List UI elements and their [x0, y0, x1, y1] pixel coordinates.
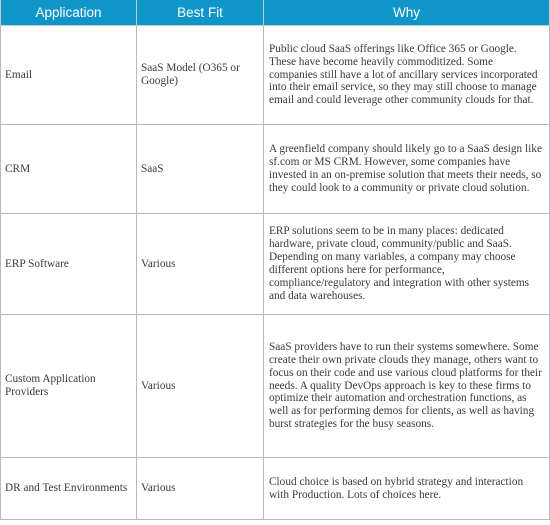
table-row-custom-application-providers: Custom Application Providers Various Saa… — [0, 314, 550, 458]
application-cell: Email — [0, 25, 137, 125]
application-cell: ERP Software — [0, 213, 137, 315]
best-fit-cell: Various — [136, 213, 264, 315]
column-header-application: Application — [0, 0, 137, 26]
best-fit-cell: Various — [136, 457, 264, 520]
application-cell: CRM — [0, 124, 137, 214]
why-cell: ERP solutions seem to be in many places:… — [263, 213, 550, 315]
application-cell: Custom Application Providers — [0, 314, 137, 458]
why-cell: SaaS providers have to run their systems… — [263, 314, 550, 458]
column-header-why: Why — [263, 0, 550, 26]
why-cell: A greenfield company should likely go to… — [263, 124, 550, 214]
why-cell: Cloud choice is based on hybrid strategy… — [263, 457, 550, 520]
best-fit-cell: SaaS — [136, 124, 264, 214]
why-cell: Public cloud SaaS offerings like Office … — [263, 25, 550, 125]
table-row-crm: CRM SaaS A greenfield company should lik… — [0, 124, 550, 214]
best-fit-cell: Various — [136, 314, 264, 458]
table-row-email: Email SaaS Model (O365 or Google) Public… — [0, 25, 550, 125]
application-cell: DR and Test Environments — [0, 457, 137, 520]
table-row-erp-software: ERP Software Various ERP solutions seem … — [0, 213, 550, 315]
column-header-best-fit: Best Fit — [136, 0, 264, 26]
table-row-dr-and-test: DR and Test Environments Various Cloud c… — [0, 457, 550, 520]
header-row: Application Best Fit Why — [0, 0, 550, 26]
best-fit-cell: SaaS Model (O365 or Google) — [136, 25, 264, 125]
